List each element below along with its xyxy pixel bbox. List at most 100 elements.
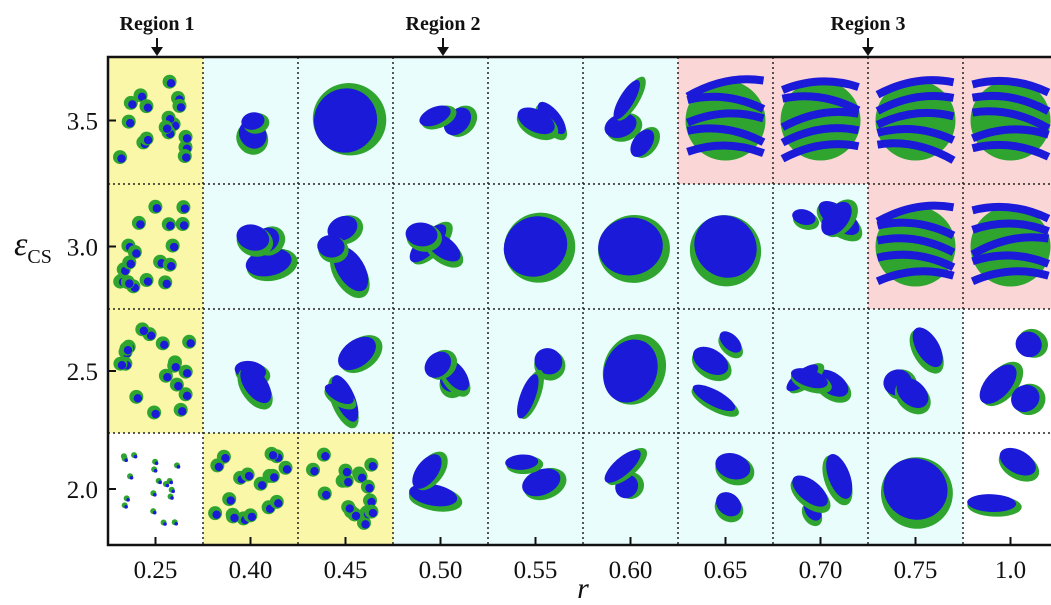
particle-core <box>167 262 175 270</box>
particle-core <box>144 103 152 111</box>
particle-core <box>155 461 159 465</box>
particle-core <box>144 136 152 144</box>
particle-core <box>163 522 167 526</box>
particle-core <box>182 153 190 161</box>
cell-background <box>108 433 203 545</box>
particle-core <box>124 458 128 462</box>
particle-core <box>166 222 174 230</box>
x-tick-label: 0.25 <box>134 557 178 584</box>
particle-core <box>245 472 253 480</box>
particle-core <box>352 512 360 520</box>
particle-core <box>227 496 235 504</box>
y-axis-label: εCS <box>14 226 52 268</box>
cell-background <box>868 309 963 433</box>
x-tick-label: 0.40 <box>229 557 273 584</box>
particle-core <box>178 407 186 415</box>
cell-background <box>678 433 773 545</box>
particle-core <box>343 468 351 476</box>
region-label: Region 3 <box>831 13 906 35</box>
particle-core <box>144 277 152 285</box>
particle-core <box>117 154 125 162</box>
particle-core <box>361 520 369 528</box>
morphology <box>781 81 861 161</box>
particle-core <box>154 469 158 473</box>
particle-core <box>369 462 377 470</box>
particle-core <box>128 100 136 108</box>
particle-core <box>270 473 278 481</box>
particle-core <box>322 491 330 499</box>
particle-core <box>132 249 140 257</box>
particle-core <box>346 504 354 512</box>
x-tick-label: 0.65 <box>704 557 748 584</box>
morphology <box>876 80 956 160</box>
particle-core <box>153 511 157 515</box>
particle-core <box>130 476 134 480</box>
particle-core <box>310 467 318 475</box>
particle-core <box>230 514 238 522</box>
morphology <box>971 207 1051 287</box>
x-tick-label: 0.50 <box>419 557 463 584</box>
region-label: Region 1 <box>120 13 195 35</box>
particle-core <box>365 484 373 492</box>
particle-core <box>126 119 134 127</box>
particle-core <box>177 465 181 469</box>
particle-core <box>181 204 189 212</box>
particle-core <box>186 339 194 347</box>
particle-core <box>125 279 133 287</box>
particle-core <box>183 369 191 377</box>
x-tick-label: 0.45 <box>324 557 368 584</box>
x-tick-label: 0.60 <box>609 557 653 584</box>
y-tick-label: 2.5 <box>67 359 98 386</box>
particle-core <box>174 522 178 526</box>
particle-core <box>369 509 377 517</box>
particle-core <box>170 243 178 251</box>
x-tick-label: 1.0 <box>995 557 1026 584</box>
particle-core <box>172 363 180 371</box>
particle-core <box>118 361 126 369</box>
particle-core <box>140 327 148 335</box>
particle-core <box>153 204 161 212</box>
particle-core <box>269 451 277 459</box>
particle-core <box>166 484 170 488</box>
particle-core <box>160 341 168 349</box>
particle-core <box>163 280 171 288</box>
particle-core <box>274 499 282 507</box>
particle-core <box>248 513 256 521</box>
cell-background <box>203 433 298 545</box>
particle-core <box>126 498 130 502</box>
particle-core <box>183 392 191 400</box>
particle-core <box>134 455 138 459</box>
y-tick-label: 3.5 <box>67 109 98 136</box>
particle-core <box>177 103 185 111</box>
particle-core <box>169 481 173 485</box>
particle-core <box>158 481 162 485</box>
particle-core <box>180 221 188 229</box>
particle-core <box>167 79 175 87</box>
particle-core <box>171 489 175 493</box>
particle-core <box>153 493 157 497</box>
particle-core <box>151 410 159 418</box>
y-tick-label: 3.0 <box>67 235 98 262</box>
particle-core <box>134 394 142 402</box>
particle-core <box>124 346 132 354</box>
particle-core <box>174 382 182 390</box>
particle-core <box>170 496 174 500</box>
y-axis-symbol: ε <box>14 226 28 263</box>
region-label: Region 2 <box>406 13 481 35</box>
particle-core <box>127 260 135 268</box>
cell-background <box>298 433 393 545</box>
particle-core <box>124 505 128 509</box>
morphology <box>971 81 1051 161</box>
x-tick-label: 0.70 <box>799 557 843 584</box>
particle-core <box>163 373 171 381</box>
particle-core <box>321 452 329 460</box>
particle-core <box>344 478 352 486</box>
x-axis-label: r <box>577 572 589 605</box>
particle-core <box>215 463 223 471</box>
region-arrows <box>151 38 874 56</box>
particle-core <box>183 134 191 142</box>
y-axis-subscript: CS <box>27 246 51 268</box>
particle-core <box>163 125 171 133</box>
particle-core <box>212 510 220 518</box>
